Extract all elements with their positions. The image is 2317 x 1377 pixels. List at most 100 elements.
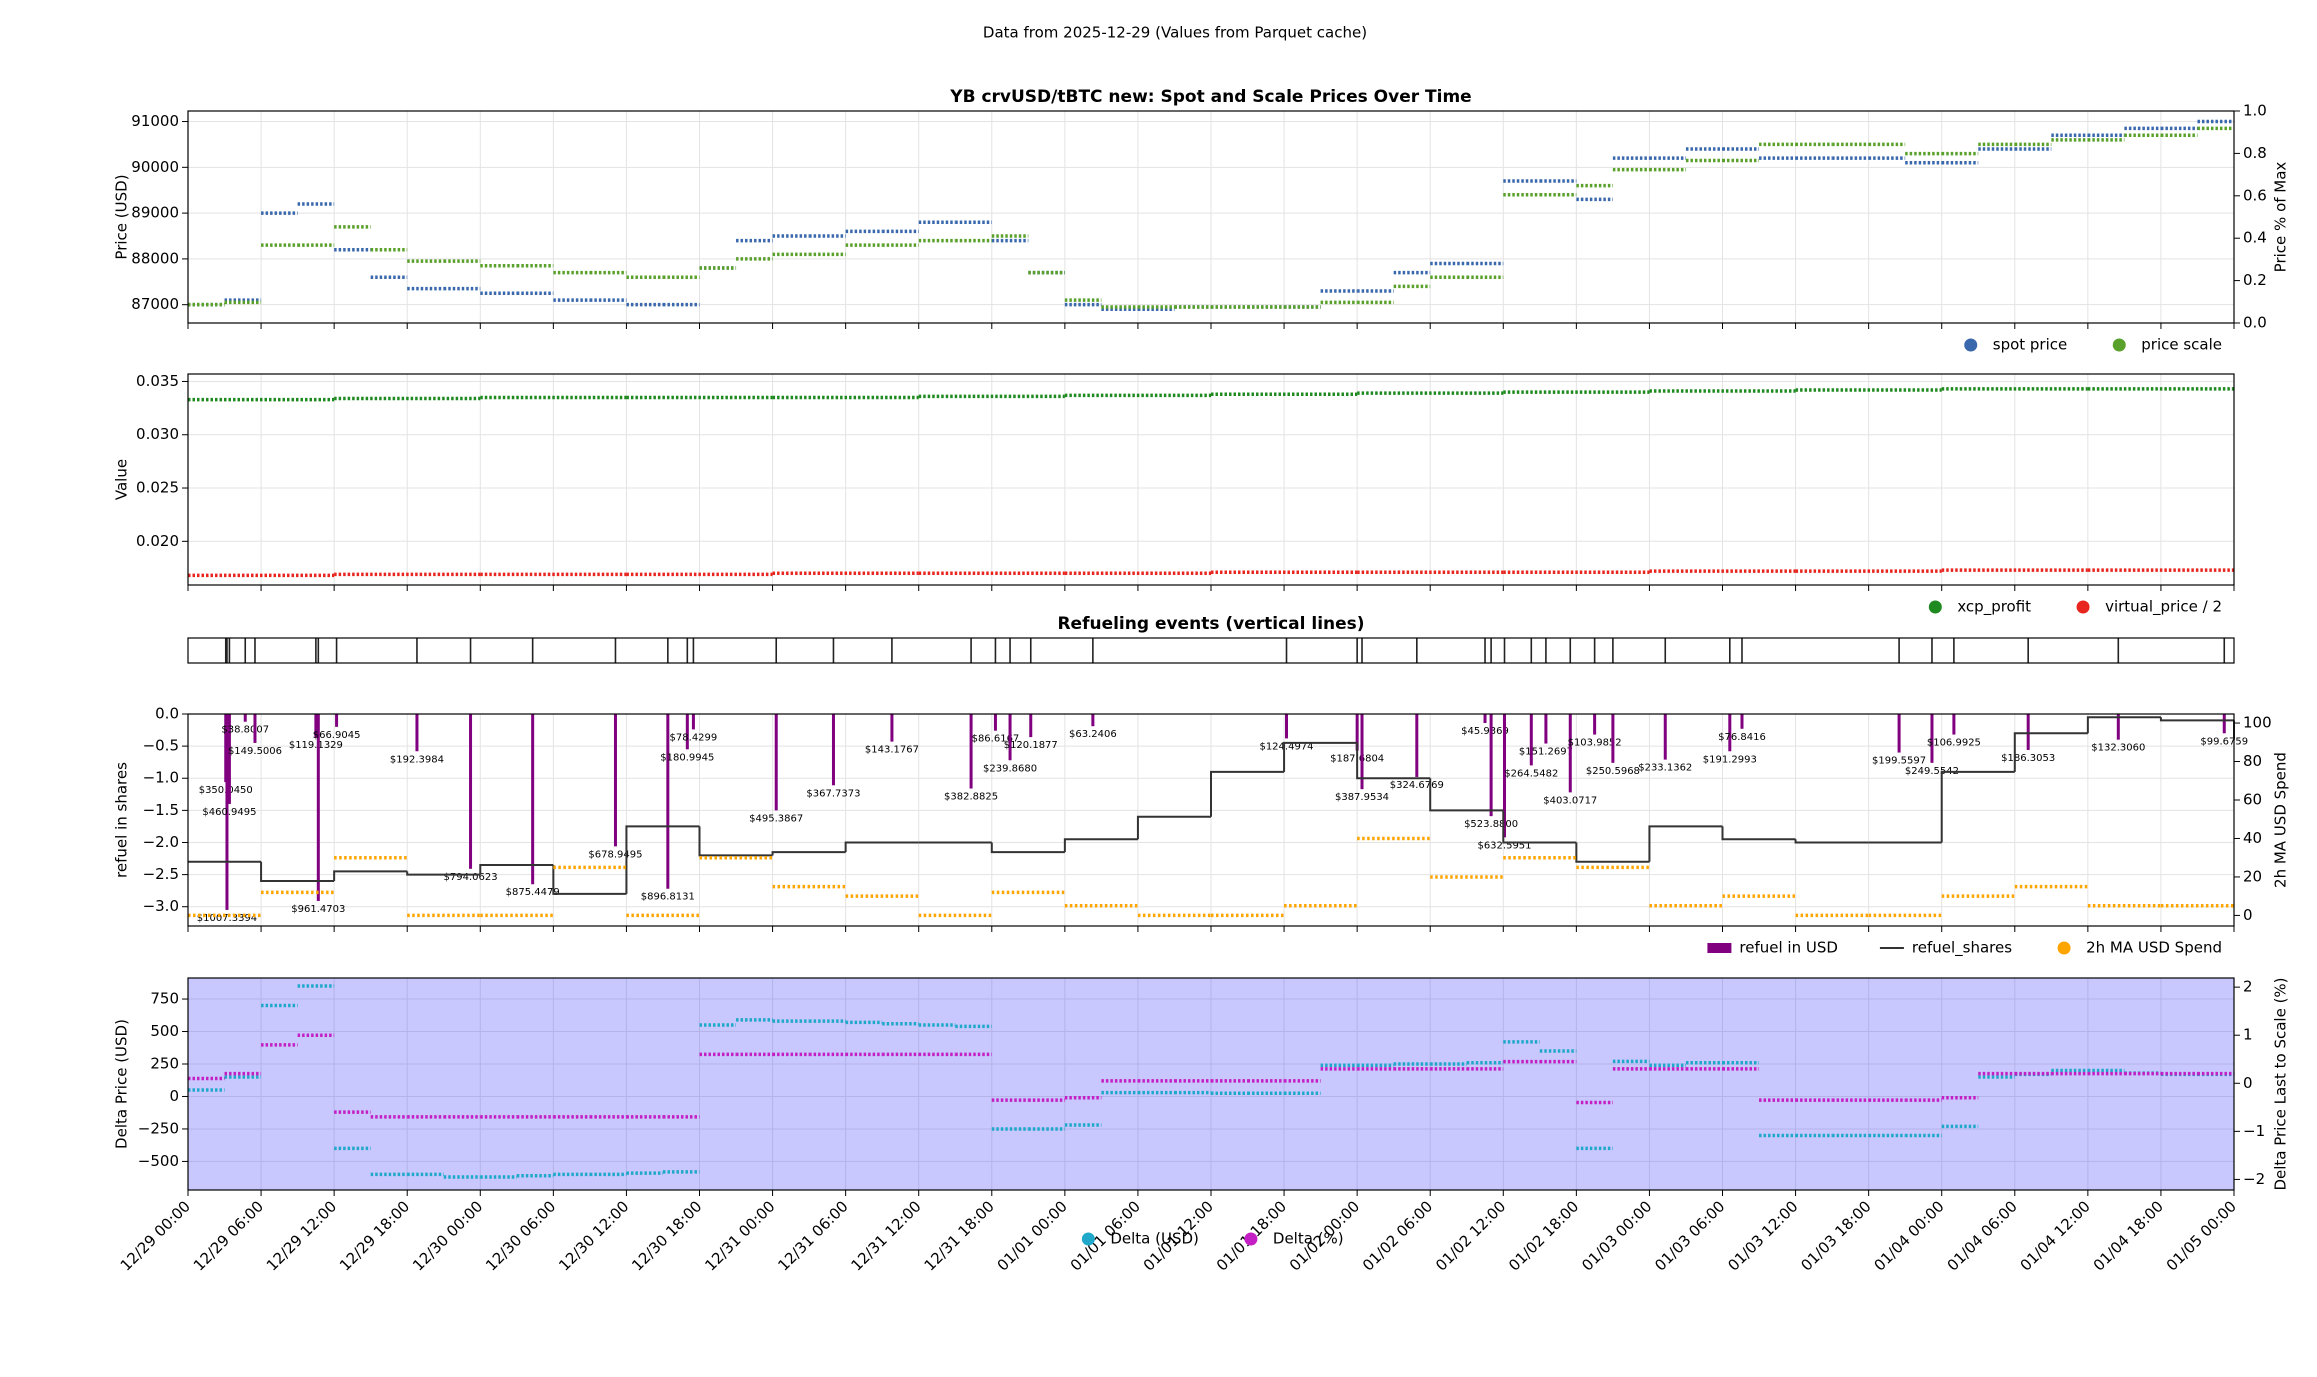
bar-label: $180.9945 (660, 752, 714, 763)
y-tick-label: −2.0 (143, 833, 179, 851)
y2-tick-label: 80 (2243, 752, 2262, 770)
y-tick-label: 0 (169, 1087, 179, 1105)
bar (243, 714, 247, 722)
bar (1611, 714, 1615, 763)
legend: refuel in USD refuel_shares 2h MA USD Spen… (1707, 939, 2222, 958)
y-axis-label: refuel in shares (113, 762, 131, 878)
bar (1897, 714, 1901, 753)
line-segment (844, 841, 919, 853)
bar (1091, 714, 1095, 727)
legend-swatch (2112, 338, 2126, 352)
legend-label: virtual_price / 2 (2105, 598, 2222, 617)
x-tick-label: 12/29 18:00 (336, 1197, 413, 1274)
bar (1355, 714, 1359, 751)
x-tick-label: 12/29 06:00 (190, 1197, 267, 1274)
y2-tick-label: 1 (2243, 1026, 2253, 1044)
bar (531, 714, 535, 885)
bar-label: $99.6759 (2200, 736, 2248, 747)
bar-label: $495.3867 (749, 813, 803, 824)
legend-label: Delta (USD) (1110, 1230, 1199, 1248)
line-segment (1502, 810, 1577, 844)
bar-label: $103.9852 (1568, 738, 1622, 749)
bar-label: $250.5968 (1586, 766, 1640, 777)
line-segment (1794, 839, 1869, 844)
y2-tick-label: 40 (2243, 829, 2262, 847)
plot-frame (187, 637, 2235, 664)
legend-label: price scale (2141, 336, 2222, 354)
y-tick-label: 87000 (131, 295, 179, 313)
y2-axis-label: 2h MA USD Spend (2272, 752, 2290, 888)
bar (253, 714, 257, 743)
y-tick-label: 89000 (131, 204, 179, 222)
legend-swatch (1707, 943, 1732, 953)
y-tick-label: 91000 (131, 112, 179, 130)
x-tick-label: 01/03 06:00 (1651, 1197, 1728, 1274)
x-tick-label: 12/31 00:00 (701, 1197, 778, 1274)
x-tick-label: 12/31 12:00 (847, 1197, 924, 1274)
y2-tick-label: 0 (2243, 1074, 2253, 1092)
y2-tick-label: −2 (2243, 1170, 2265, 1188)
bar (227, 714, 231, 804)
bar (1360, 714, 1364, 790)
bar (314, 714, 318, 738)
bar (469, 714, 473, 869)
bar-label: $387.9534 (1335, 792, 1389, 803)
bar (691, 714, 695, 730)
x-tick-label: 01/03 18:00 (1797, 1197, 1874, 1274)
y-tick-label: −250 (138, 1119, 179, 1137)
bar (1029, 714, 1033, 738)
x-tick-label: 01/03 00:00 (1578, 1197, 1655, 1274)
bar-label: $63.2406 (1069, 729, 1117, 740)
y-tick-label: −1.0 (143, 769, 179, 787)
legend-swatch (2076, 600, 2090, 614)
x-tick-label: 12/29 12:00 (263, 1197, 340, 1274)
y2-tick-label: 0.4 (2243, 229, 2267, 247)
line-segment (1210, 770, 1285, 817)
chart-title: YB crvUSD/tBTC new: Spot and Scale Price… (949, 87, 1471, 107)
bar-label: $199.5597 (1872, 756, 1926, 767)
line-segment (479, 863, 554, 875)
legend: Delta (USD) Delta (%) (1081, 1230, 1344, 1248)
legend-swatch (2057, 941, 2071, 955)
bar (1728, 714, 1732, 752)
bar-label: $233.1362 (1638, 763, 1692, 774)
line-segment (1429, 778, 1504, 812)
bar (1663, 714, 1667, 760)
bar-label: $132.3060 (2091, 743, 2145, 754)
bar (1544, 714, 1548, 744)
bar (2222, 714, 2226, 734)
bar-label: $324.6769 (1390, 780, 1444, 791)
bar-label: $192.3984 (390, 754, 444, 765)
y2-tick-label: 0 (2243, 906, 2253, 924)
y-axis-label: Value (113, 459, 131, 500)
plot-area (188, 638, 2234, 663)
line-segment (990, 842, 1065, 854)
y-axis-label: Delta Price (USD) (113, 1019, 131, 1149)
y-tick-label: 750 (150, 990, 179, 1008)
legend-label: refuel_shares (1912, 939, 2012, 958)
plot-frame (187, 713, 2235, 927)
line-segment (1575, 842, 1650, 863)
y-tick-label: 0.030 (136, 425, 179, 443)
legend: spot price price scale (1964, 336, 2222, 354)
bar-label: $523.8800 (1464, 819, 1518, 830)
bar (415, 714, 419, 752)
x-tick-label: 01/04 06:00 (1944, 1197, 2021, 1274)
bar (1483, 714, 1487, 723)
x-tick-label: 01/02 12:00 (1432, 1197, 1509, 1274)
legend-label: spot price (1993, 336, 2068, 354)
line-segment (625, 825, 700, 894)
bar-label: $239.8680 (983, 763, 1037, 774)
y2-tick-label: 0.0 (2243, 314, 2267, 332)
x-tick-label: 12/30 12:00 (555, 1197, 632, 1274)
bar-label: $249.5542 (1905, 766, 1959, 777)
y-tick-label: 250 (150, 1054, 179, 1072)
bar-label: $961.4703 (291, 904, 345, 915)
y-tick-label: 0.0 (155, 705, 179, 723)
line-segment (1283, 741, 1358, 772)
line-segment (2013, 732, 2088, 772)
bar-label: $632.5951 (1477, 840, 1531, 851)
x-tick-label: 01/04 00:00 (1870, 1197, 1947, 1274)
legend-label: refuel in USD (1739, 939, 1838, 957)
line-segment (552, 864, 627, 895)
